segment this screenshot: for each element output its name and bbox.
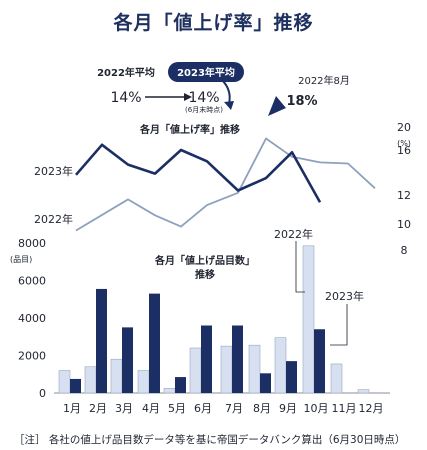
rate-series-label-2022: 2022年 [34,212,73,226]
curved-arrow-icon [221,79,234,110]
month-tick: 10月 [304,402,329,415]
rate-y-tick: 16 [397,144,411,157]
month-tick: 3月 [115,402,133,415]
bar-2022 [274,337,287,394]
bar-2022 [330,363,343,394]
bar-2022 [58,370,71,394]
peak-arrow-icon [268,96,286,116]
bar-2023 [232,325,243,393]
arrow-right-icon [145,93,192,101]
peak-value: 18% [286,94,317,109]
bar-2023 [286,361,297,393]
bar-2022 [189,347,202,394]
month-tick: 8月 [253,402,271,415]
bar-2023 [314,329,325,393]
bar-2022 [137,370,150,394]
bar-y-unit: (品目) [10,255,32,264]
bar-chart-title-line2: 推移 [195,268,215,281]
bar-2023 [96,288,107,393]
bar-2023 [149,293,160,393]
bar-y-tick: 6000 [18,275,46,288]
rate-y-unit: (%) [397,139,411,148]
month-tick: 1月 [63,402,81,415]
rate-y-tick: 10 [397,218,411,231]
bar-2022 [357,389,370,394]
month-tick: 7月 [225,402,243,415]
month-tick: 4月 [142,402,160,415]
month-tick: 12月 [359,402,384,415]
bar-2022 [302,245,315,394]
rate-y-tick: 20 [397,121,411,134]
chart-canvas: 2022年平均 2023年平均 14% 14% (6月末時点) 2022年8月 … [10,62,411,415]
rate-series-line-2023 [75,143,322,203]
month-tick: 5月 [168,402,186,415]
month-tick: 11月 [332,402,357,415]
bar-callout-2023 [330,304,348,346]
footnote: ［注］ 各社の値上げ品目数データ等を基に帝国データバンク算出（6月30日時点） [14,434,406,446]
bar-2022 [163,388,176,394]
bar-2023 [175,377,186,393]
rate-y-tick: 12 [397,189,411,202]
bar-y-tick: 8000 [18,237,46,250]
avg-2022-label: 2022年平均 [97,66,155,79]
avg-2023-badge-bg [168,62,244,82]
bar-2022 [220,345,233,394]
peak-label: 2022年8月 [298,74,350,87]
bar-2022 [248,344,261,394]
month-tick: 2月 [89,402,107,415]
rate-line-chart: 各月「値上げ率」推移 20 16 12 10 8 (%) 2023年 2022年 [34,121,411,257]
rate-series-line-2022 [75,137,376,232]
bar-2023 [122,327,133,393]
bar-2023 [201,325,212,393]
bar-series-label-2022: 2022年 [274,227,313,241]
items-bar-chart: 0 2000 4000 6000 8000 (品目) 各月「値上げ品目数」推移 1月 2月 3月 4… [10,227,390,415]
avg-2023-badge: 2023年平均 [168,62,244,82]
avg-2022-value: 14% [110,90,141,106]
rate-y-tick: 8 [401,244,408,257]
page-title: 各月「値上げ率」推移 [113,12,314,34]
bar-2022 [84,366,97,394]
month-tick: 9月 [279,402,297,415]
bar-callout-2022 [295,241,305,293]
bar-y-tick: 0 [39,387,46,400]
bar-series-label-2023: 2023年 [325,289,364,303]
bar-y-tick: 2000 [18,350,46,363]
month-tick: 6月 [194,402,212,415]
rate-chart-title: 各月「値上げ率」推移 [139,123,240,136]
bar-2023 [260,373,271,393]
bar-2022 [110,358,123,394]
bar-chart-title-line1: 各月「値上げ品目数」 [154,254,255,267]
avg-2023-value: 14% [188,90,219,106]
avg-2023-sub: (6月末時点) [185,105,223,114]
avg-2023-label: 2023年平均 [177,66,235,79]
bar-y-tick: 4000 [18,312,46,325]
rate-series-label-2023: 2023年 [34,164,73,178]
bar-2023 [70,378,81,393]
